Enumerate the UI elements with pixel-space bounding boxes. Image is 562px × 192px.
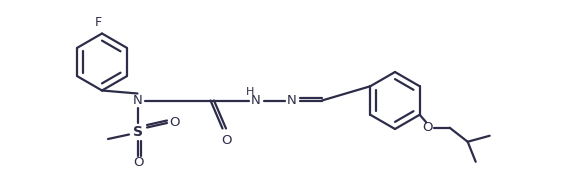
Text: O: O	[423, 121, 433, 134]
Text: N: N	[251, 94, 261, 107]
Text: F: F	[94, 16, 102, 28]
Text: S: S	[133, 125, 143, 139]
Text: N: N	[287, 94, 297, 107]
Text: N: N	[133, 94, 143, 107]
Text: O: O	[133, 156, 143, 169]
Text: O: O	[169, 117, 180, 129]
Text: H: H	[246, 87, 254, 97]
Text: O: O	[221, 134, 232, 147]
